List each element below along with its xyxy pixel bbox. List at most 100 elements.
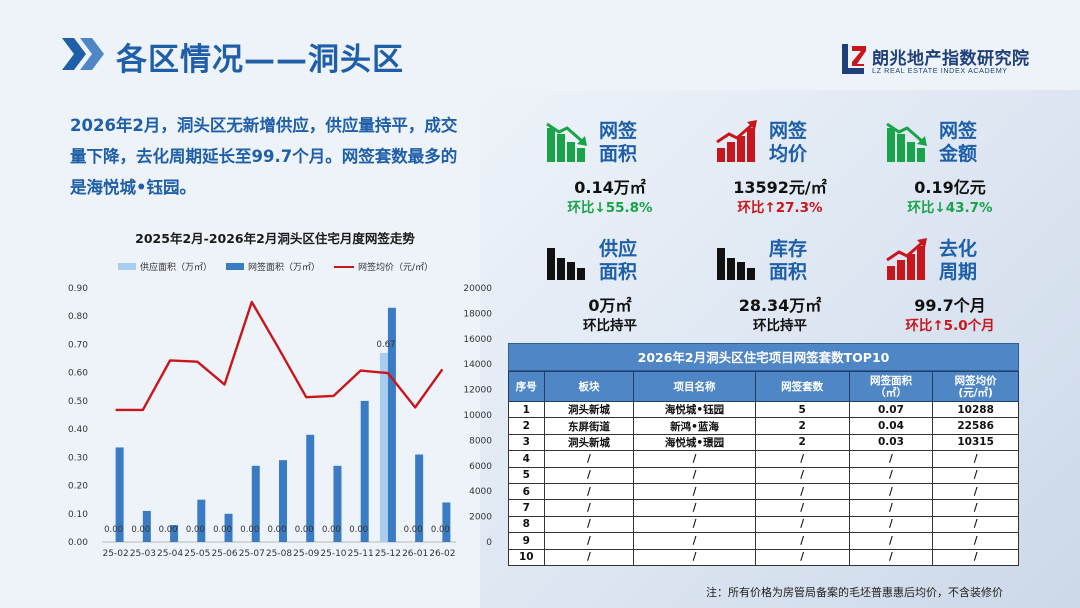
data-label-supply: 0.00 [186,525,205,535]
bar-signed-area [360,400,369,542]
table-cell: / [754,499,850,517]
x-tick-label: 25-02 [103,549,129,559]
x-tick-label: 26-01 [402,549,428,559]
footnote: 注：所有价格为房管局备案的毛坯普惠惠后均价，不含装修价 [706,586,1003,599]
table-cell: / [543,515,635,534]
kpi-change: 环比↑5.0个月 [905,318,995,334]
kpi-value: 0万㎡ [588,296,632,315]
table-cell: / [848,450,934,468]
table-cell: 7 [508,499,545,517]
x-tick-label: 25-03 [130,549,156,559]
table-header-cell: 序号 [508,371,545,402]
table-cell: 22586 [932,417,1019,435]
kpi-value: 0.19亿元 [914,178,986,197]
table-cell: / [848,466,934,484]
y-right-tick-label: 16000 [463,335,492,345]
table-row: 4// / / / [508,450,1019,468]
table-cell: / [754,482,850,501]
y-right-tick-label: 6000 [469,462,492,472]
table-cell: / [932,499,1019,517]
chart-legend: 供应面积（万㎡） 网签面积（万㎡） 网签均价（元/㎡） [118,260,433,273]
table-row: 7// / / / [508,499,1019,517]
bar-signed-area [197,499,206,542]
table-cell: 1 [508,400,545,419]
table-title: 2026年2月洞头区住宅项目网签套数TOP10 [508,343,1019,371]
data-label-supply: 0.00 [349,525,368,535]
table-row: 3 洞头新城 海悦城•璟园 2 0.03 10315 [508,433,1019,452]
bar-signed-area [306,434,315,542]
data-label-supply: 0.67 [376,340,395,350]
legend-item-avg-price: 网签均价（元/㎡） [334,260,433,273]
table-cell: 2 [754,417,850,435]
data-label-supply: 0.00 [431,525,450,535]
table-cell: 0.07 [848,400,934,419]
table-cell: 8 [508,515,545,534]
table-cell: 2 [754,433,850,452]
table-header-cell: 网签套数 [754,371,850,402]
table-cell: / [543,482,635,501]
bar-signed-area [251,465,260,542]
table-cell: / [543,450,635,468]
table-row: 6// / / / [508,482,1019,501]
table-cell: 东屏街道 [543,417,635,435]
top10-table: 2026年2月洞头区住宅项目网签套数TOP10 序号 板块 项目名称 网签套数 网签面积… [508,343,1019,566]
kpi-card: 供应面积 0万㎡ 环比持平 [545,238,695,338]
table-cell: 4 [508,450,545,468]
kpi-value: 13592元/㎡ [733,178,827,197]
table-cell: 6 [508,482,545,501]
table-cell: 10315 [932,433,1019,452]
table-row: 5// / / / [508,466,1019,484]
y-left-tick-label: 0.90 [68,284,88,294]
legend-swatch [226,263,245,270]
x-tick-label: 25-07 [239,549,265,559]
table-cell: / [633,466,756,484]
bar-signed-area [387,307,396,542]
y-right-tick-label: 4000 [469,487,492,497]
table-body: 1 洞头新城 海悦城•钰园 5 0.07 10288 2 东屏街道 新鸿•蓝海 2 0.04 2258… [508,400,1019,566]
legend-item-supply: 供应面积（万㎡） [118,260,212,273]
data-label-supply: 0.00 [322,525,341,535]
kpi-value: 28.34万㎡ [738,296,822,315]
bar-signed-area [170,525,179,542]
table-row: 9// / / / [508,532,1019,550]
kpi-change: 环比持平 [753,318,807,334]
combo-chart: 0.00 0.10 0.20 0.30 0.40 0.50 0.60 0.70 0.80 0.90… [68,284,492,559]
kpi-label: 库存面积 [769,238,808,283]
bar-signed-area [442,502,451,542]
table-cell: / [932,515,1019,534]
table-cell: / [633,515,756,534]
table-cell: 0.03 [848,433,934,452]
bar-chart-icon [547,248,585,280]
x-tick-label: 25-09 [293,549,319,559]
kpi-change: 环比持平 [583,318,637,334]
data-label-supply: 0.00 [104,525,123,535]
table-header-row: 序号 板块 项目名称 网签套数 网签面积 （㎡） 网签均价 (元/㎡) [508,371,1019,402]
summary-line: 量下降，去化周期延长至99.7个月。网签套数最多的 [70,147,458,166]
y-left-tick-label: 0.40 [68,425,88,435]
table-cell: 海悦城•钰园 [633,400,756,419]
bar-chart-up-icon [886,238,927,280]
kpi-card: 网签面积 0.14万㎡ 环比↓55.8% [545,120,695,220]
logo-subtitle: LZ REAL ESTATE INDEX ACADEMY [872,66,1008,75]
bar-signed-area [415,454,424,542]
table-header-cell: 项目名称 [633,371,756,402]
table-row: 10// / / / [508,548,1019,566]
x-tick-label: 25-08 [266,549,292,559]
bar-signed-area [279,460,287,542]
table-cell: 3 [508,433,545,452]
table-cell: / [932,450,1019,468]
logo: 朗兆地产指数研究院 LZ REAL ESTATE INDEX ACADEMY [842,44,1032,78]
chevron-right-icon [62,38,104,70]
kpi-card: 库存面积 28.34万㎡ 环比持平 [715,238,865,338]
table-cell: 海悦城•璟园 [633,433,756,452]
table-cell: / [754,466,850,484]
y-left-tick-label: 0.30 [68,453,88,463]
data-label-supply: 0.00 [295,525,314,535]
table-cell: / [754,532,850,550]
logo-mark-icon [842,44,866,74]
bar-signed-area [142,510,151,542]
y-right-tick-label: 2000 [469,513,492,523]
table-cell: / [932,466,1019,484]
x-tick-label: 25-12 [375,549,401,559]
y-right-tick-label: 10000 [463,411,492,421]
